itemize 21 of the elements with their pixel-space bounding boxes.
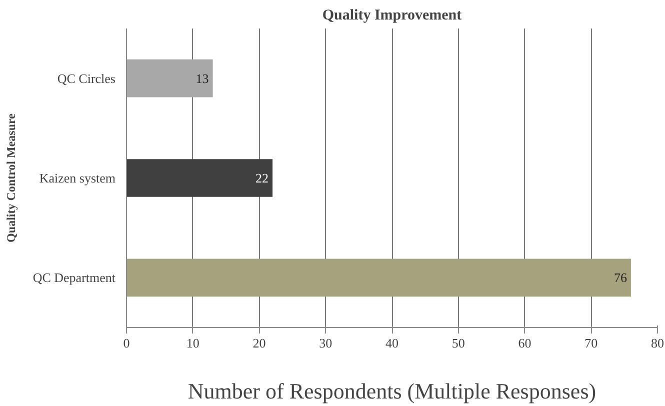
x-tick-label: 30 xyxy=(319,336,332,350)
data-label: 76 xyxy=(614,270,628,286)
y-tick-label: QC Department xyxy=(32,270,116,286)
bar xyxy=(126,159,273,197)
x-tick-label: 40 xyxy=(386,336,398,350)
bar xyxy=(126,258,631,297)
x-axis-title: Number of Respondents (Multiple Responses) xyxy=(188,378,596,404)
data-label: 13 xyxy=(196,70,209,86)
x-tick-label: 20 xyxy=(252,336,266,350)
x-tick-label: 60 xyxy=(518,336,532,350)
chart-title: Quality Improvement xyxy=(322,8,462,24)
x-tick-label: 0 xyxy=(123,336,130,350)
x-tick-label: 50 xyxy=(452,336,465,350)
bar xyxy=(126,59,213,98)
y-tick-label: Kaizen system xyxy=(39,170,116,186)
x-tick-label: 70 xyxy=(584,336,598,350)
y-tick-label: QC Circles xyxy=(57,70,116,86)
data-label: 22 xyxy=(256,170,269,186)
x-tick-label: 80 xyxy=(651,336,664,350)
x-tick-label: 10 xyxy=(186,336,200,350)
y-axis-title: Quality Control Measure xyxy=(4,112,18,242)
